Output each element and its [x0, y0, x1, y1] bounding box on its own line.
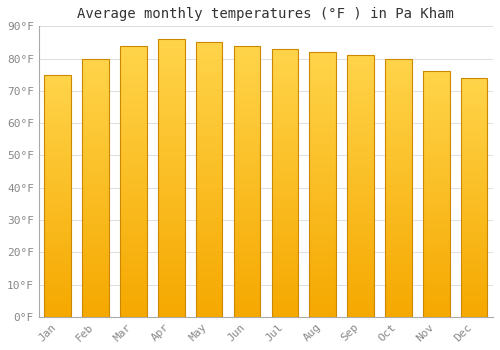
Bar	[158, 39, 184, 317]
Bar	[348, 55, 374, 317]
Bar	[196, 42, 222, 317]
Bar	[385, 58, 411, 317]
Bar	[234, 46, 260, 317]
Bar	[82, 58, 109, 317]
Bar	[310, 52, 336, 317]
Title: Average monthly temperatures (°F ) in Pa Kham: Average monthly temperatures (°F ) in Pa…	[78, 7, 454, 21]
Bar	[423, 71, 450, 317]
Bar	[461, 78, 487, 317]
Bar	[120, 46, 146, 317]
Bar	[272, 49, 298, 317]
Bar	[44, 75, 71, 317]
